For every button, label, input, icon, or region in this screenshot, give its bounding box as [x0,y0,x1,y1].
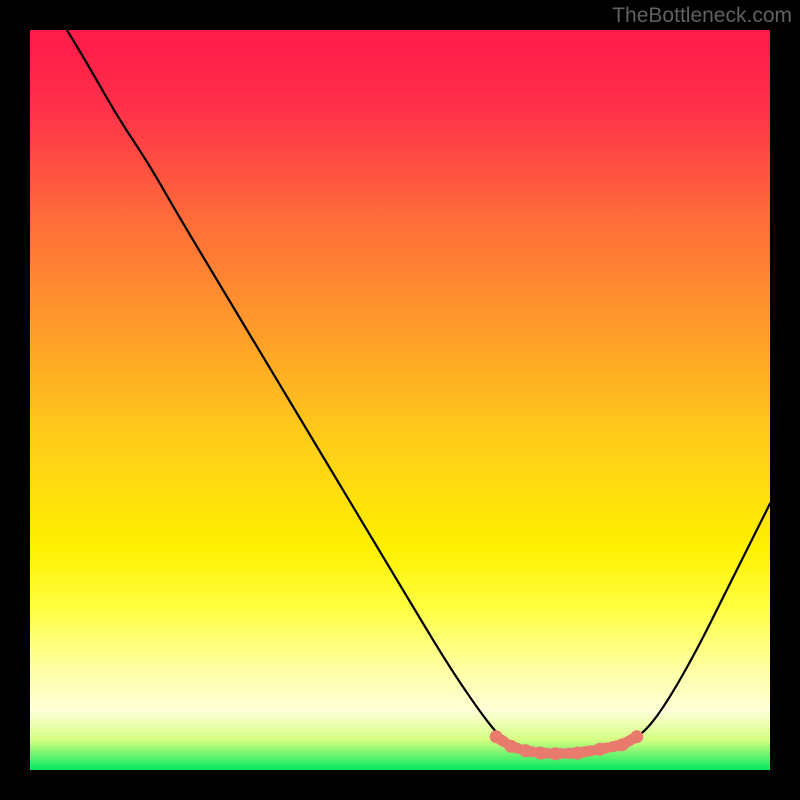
watermark-text: TheBottleneck.com [612,4,792,28]
chart-background [30,30,770,770]
trough-marker [490,731,502,743]
trough-marker [616,739,628,751]
trough-marker [594,743,606,755]
trough-marker [572,747,584,759]
chart-svg [30,30,770,770]
trough-marker [505,740,517,752]
bottleneck-chart [30,30,770,770]
trough-marker [631,731,643,743]
trough-marker [535,747,547,759]
trough-marker [520,745,532,757]
trough-marker [549,748,561,760]
